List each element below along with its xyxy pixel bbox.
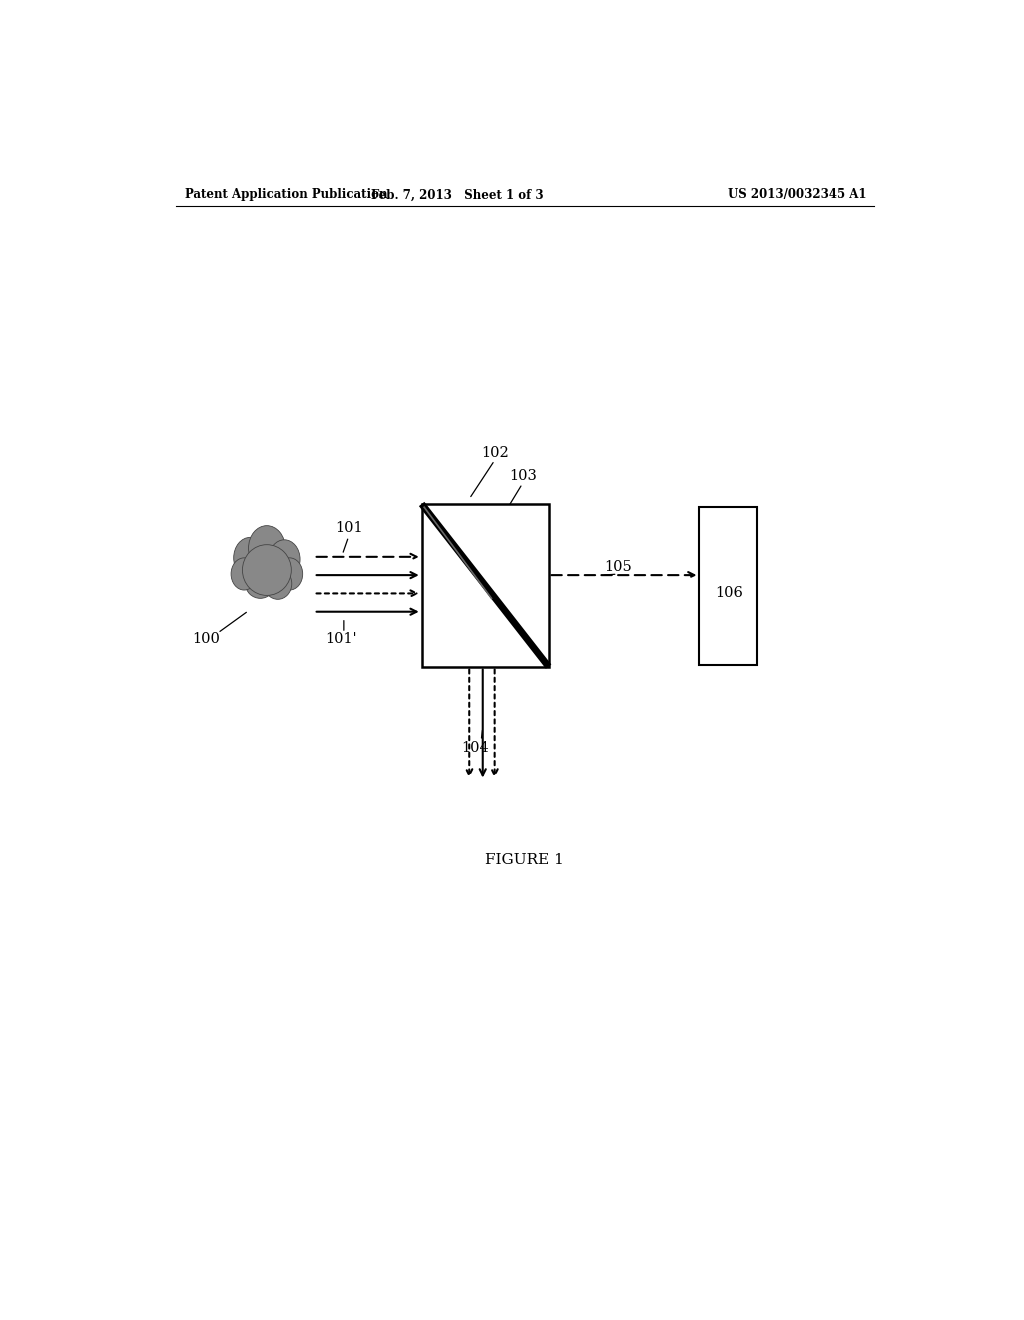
Ellipse shape xyxy=(276,558,303,590)
Ellipse shape xyxy=(268,540,300,579)
Ellipse shape xyxy=(249,525,286,570)
Ellipse shape xyxy=(246,569,275,598)
Ellipse shape xyxy=(233,537,267,578)
Ellipse shape xyxy=(231,558,257,590)
Ellipse shape xyxy=(243,545,291,595)
Text: 101': 101' xyxy=(325,632,356,647)
Text: US 2013/0032345 A1: US 2013/0032345 A1 xyxy=(727,189,866,202)
Text: 104: 104 xyxy=(461,741,488,755)
Text: 105: 105 xyxy=(604,560,632,574)
Text: 106: 106 xyxy=(716,586,743,601)
Text: FIGURE 1: FIGURE 1 xyxy=(485,853,564,867)
Text: 102: 102 xyxy=(481,446,509,461)
Text: 100: 100 xyxy=(191,632,220,647)
Bar xyxy=(699,507,757,664)
Text: 101: 101 xyxy=(335,521,362,536)
Text: Feb. 7, 2013   Sheet 1 of 3: Feb. 7, 2013 Sheet 1 of 3 xyxy=(371,189,544,202)
Text: 103: 103 xyxy=(509,469,538,483)
Bar xyxy=(422,504,549,667)
Text: Patent Application Publication: Patent Application Publication xyxy=(185,189,388,202)
Ellipse shape xyxy=(264,568,292,599)
